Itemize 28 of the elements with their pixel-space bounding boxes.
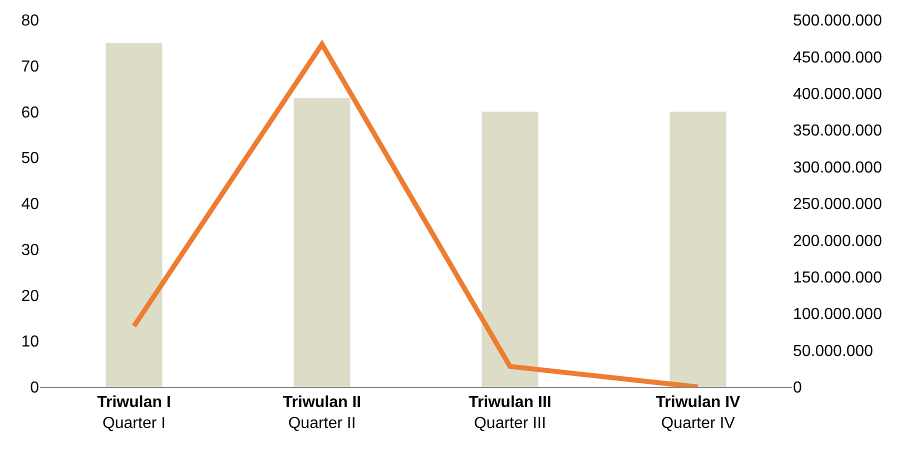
- y2-tick-label: 200.000.000: [793, 232, 882, 250]
- y-tick-label: 60: [21, 104, 40, 122]
- bar: [482, 112, 538, 387]
- x-tick-label: Triwulan IV Quarter IV: [656, 394, 741, 432]
- bar: [294, 98, 350, 387]
- y2-tick-label: 150.000.000: [793, 270, 882, 286]
- y2-tick-label: 0: [793, 380, 802, 397]
- y2-tick-label: 500.000.000: [793, 12, 882, 30]
- x-tick-label: Triwulan III Quarter III: [468, 394, 552, 432]
- y2-tick-label: 300.000.000: [793, 159, 882, 176]
- y-tick-label: 10: [21, 334, 40, 351]
- x-tick-label: Triwulan I Quarter I: [97, 394, 171, 432]
- y2-tick-label: 450.000.000: [793, 49, 882, 66]
- y2-tick-label: 400.000.000: [793, 86, 882, 103]
- y-tick-label: 20: [21, 288, 40, 305]
- y-tick-label: 0: [30, 380, 40, 397]
- y-tick-label: 70: [21, 58, 40, 76]
- y-tick-label: 30: [21, 242, 40, 259]
- x-tick-label: Triwulan II Quarter II: [282, 394, 362, 432]
- y-tick-label: 40: [21, 196, 40, 214]
- y-tick-label: 80: [21, 12, 40, 30]
- bar: [670, 112, 726, 387]
- y2-tick-label: 250.000.000: [793, 196, 882, 214]
- y2-tick-label: 50.000.000: [793, 342, 874, 360]
- y2-tick-label: 350.000.000: [793, 122, 882, 140]
- bar: [106, 42, 162, 387]
- y2-tick-label: 100.000.000: [793, 306, 882, 324]
- y-tick-label: 50: [21, 150, 40, 168]
